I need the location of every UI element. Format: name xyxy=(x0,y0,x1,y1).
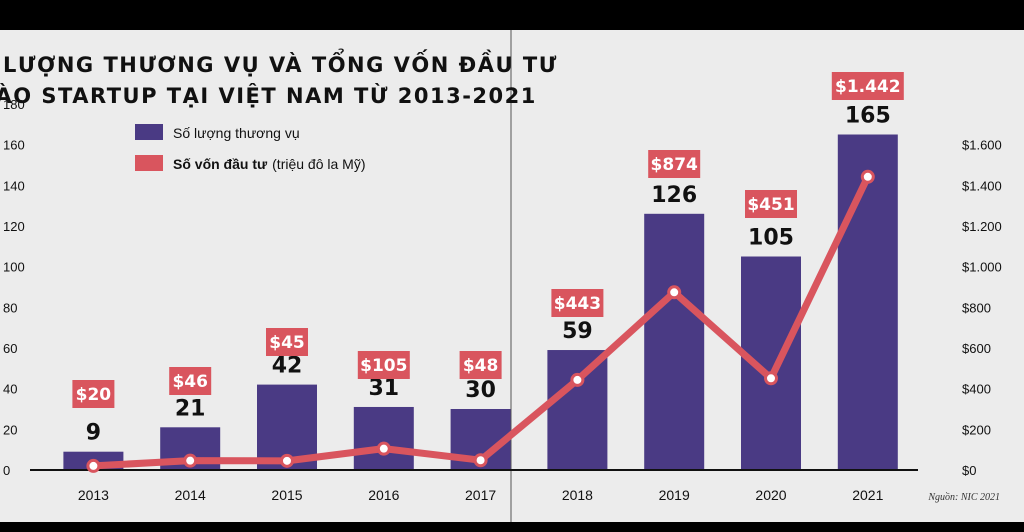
line-point-2019 xyxy=(667,285,682,300)
legend-line-label-bold: Số vốn đầu tư xyxy=(173,156,268,172)
y-right-tick-label: $200 xyxy=(962,422,991,437)
line-point-2014 xyxy=(183,453,198,468)
bar-value-label: 42 xyxy=(272,354,303,379)
bar-series: 9 21 42 31 30 59 126 105 165 xyxy=(30,104,918,471)
y-right-tick-label: $600 xyxy=(962,341,991,356)
money-label-box xyxy=(266,328,308,356)
bar-value-label: 21 xyxy=(175,396,206,421)
bar-value-label: 105 xyxy=(748,226,794,251)
line-point-2017 xyxy=(473,453,488,468)
bar-2021 xyxy=(837,134,898,470)
line-point-2013 xyxy=(86,458,101,473)
x-tick-label: 2013 xyxy=(78,487,109,503)
bar-value-label: 9 xyxy=(86,421,101,446)
y-left-tick-label: 160 xyxy=(3,138,25,153)
chart-title-line-2: VÀO STARTUP TẠI VIỆT NAM TỪ 2013-2021 xyxy=(0,82,537,108)
y-left-tick-label: 60 xyxy=(3,341,17,356)
money-label: $874 xyxy=(651,155,698,175)
legend-bar-swatch xyxy=(135,124,163,140)
bar-2018 xyxy=(547,350,608,470)
money-label-box xyxy=(357,351,410,379)
bar-value-label: 59 xyxy=(562,319,593,344)
legend-line-label-rest: (triệu đô la Mỹ) xyxy=(272,156,365,172)
x-tick-label: 2020 xyxy=(755,487,786,503)
money-label: $46 xyxy=(172,372,208,392)
money-label: $45 xyxy=(269,333,305,353)
line-point-2016 xyxy=(376,441,391,456)
bar-value-label: 30 xyxy=(465,378,496,403)
bar-value-label: 165 xyxy=(845,104,891,129)
money-label-box xyxy=(831,72,904,100)
y-right-tick-label: $1.400 xyxy=(962,178,1002,193)
y-right-tick-label: $1.600 xyxy=(962,138,1002,153)
y-left-tick-label: 140 xyxy=(3,178,25,193)
y-axis-right: $0 $200 $400 $600 $800 $1.000 $1.200 $1.400 $1.6… xyxy=(962,138,1002,478)
legend-line-swatch xyxy=(135,155,163,171)
y-left-tick-label: 100 xyxy=(3,260,25,275)
source-note: Nguồn: NIC 2021 xyxy=(927,492,1000,503)
x-tick-label: 2019 xyxy=(659,487,690,503)
legend-bar-label: Số lượng thương vụ xyxy=(173,125,300,141)
legend-line-label: Số vốn đầu tư (triệu đô la Mỹ) xyxy=(173,156,366,172)
y-left-tick-label: 120 xyxy=(3,219,25,234)
money-label: $48 xyxy=(463,356,499,376)
money-label: $20 xyxy=(76,385,112,405)
y-left-tick-label: 180 xyxy=(3,97,25,112)
bar-2016 xyxy=(353,406,414,470)
line-series: $20 $46 $45 $105 $48 $443 $874 $451 $1.442 xyxy=(72,72,904,473)
x-tick-label: 2014 xyxy=(175,487,206,503)
line-point-2020 xyxy=(764,371,778,386)
line-point-2021 xyxy=(860,169,875,184)
y-right-tick-label: $1.000 xyxy=(962,260,1002,275)
money-label: $451 xyxy=(747,195,794,215)
top-black-band xyxy=(0,0,1024,30)
y-right-tick-label: $1.200 xyxy=(962,219,1002,234)
line-point-2018 xyxy=(570,372,585,387)
chart-title-line-1: SỐ LƯỢNG THƯƠNG VỤ VÀ TỔNG VỐN ĐẦU TƯ xyxy=(0,48,558,77)
bar-value-label: 31 xyxy=(368,376,399,401)
money-label-box xyxy=(72,380,115,408)
x-tick-label: 2016 xyxy=(368,487,399,503)
bar-value-label: 126 xyxy=(651,183,697,208)
x-axis: 2013 2014 2015 2016 2017 2018 2019 2020 2021 xyxy=(78,487,884,503)
money-label: $1.442 xyxy=(835,77,901,97)
bottom-black-band xyxy=(0,522,1024,532)
money-label-box xyxy=(745,190,797,218)
money-label-box xyxy=(459,351,502,379)
y-left-tick-label: 40 xyxy=(3,382,17,397)
money-label-box xyxy=(551,289,604,317)
x-tick-label: 2017 xyxy=(465,487,496,503)
y-axis-left: 0 20 40 60 80 100 120 140 160 180 xyxy=(3,97,25,478)
y-right-tick-label: $0 xyxy=(962,463,976,478)
y-right-tick-label: $400 xyxy=(962,382,991,397)
money-label-box xyxy=(169,367,212,395)
bar-2019 xyxy=(644,213,705,471)
line-point-2015 xyxy=(280,453,294,468)
money-label: $443 xyxy=(554,294,601,314)
x-tick-label: 2018 xyxy=(562,487,593,503)
x-tick-label: 2021 xyxy=(852,487,883,503)
legend: Số lượng thương vụ Số vốn đầu tư (triệu đ… xyxy=(135,124,366,172)
y-left-tick-label: 80 xyxy=(3,300,17,315)
y-left-tick-label: 20 xyxy=(3,422,17,437)
money-label: $105 xyxy=(360,356,407,376)
x-tick-label: 2015 xyxy=(271,487,302,503)
y-right-tick-label: $800 xyxy=(962,300,991,315)
money-label-box xyxy=(648,150,701,178)
y-left-tick-label: 0 xyxy=(3,463,10,478)
